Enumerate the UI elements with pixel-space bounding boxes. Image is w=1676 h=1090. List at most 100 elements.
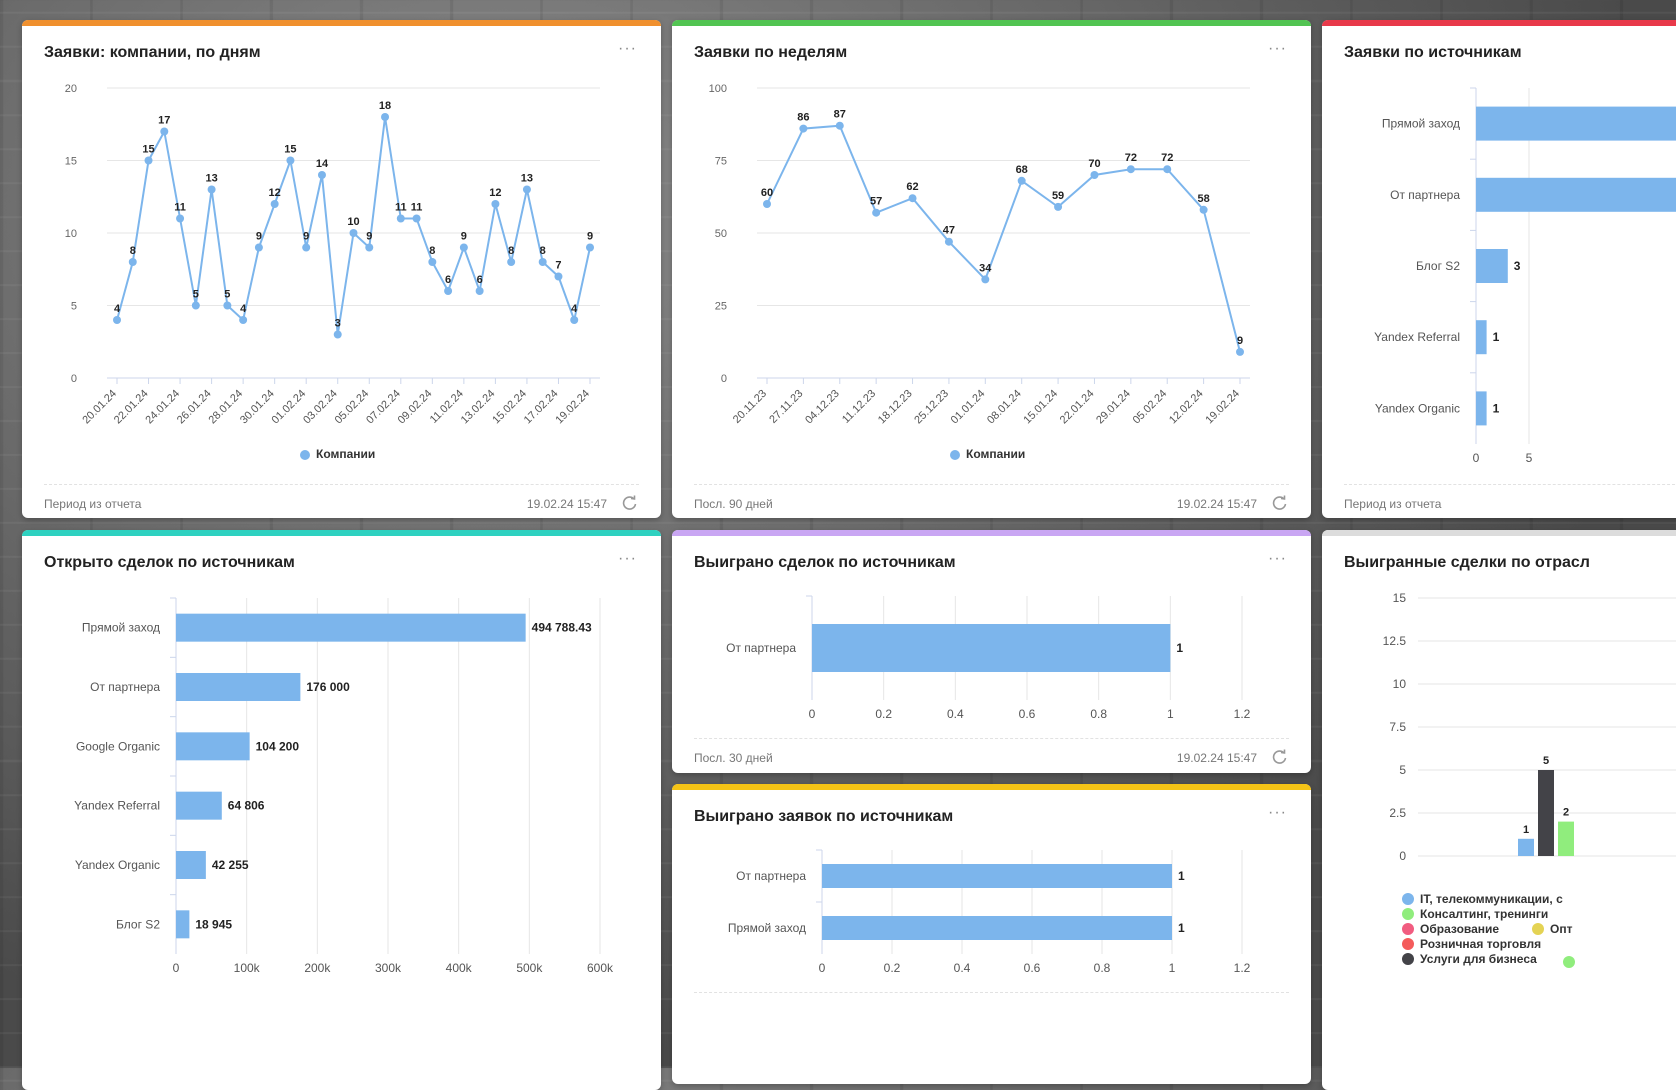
card-accent-bar (672, 530, 1311, 536)
y-tick-label: 75 (715, 156, 727, 168)
legend-label: IT, телекоммуникации, с (1420, 892, 1563, 906)
period-label: Период из отчета (44, 497, 142, 511)
bar (176, 910, 190, 939)
card-opened-deals: Открыто сделок по источникам ··· 0 100k 20… (22, 530, 661, 1090)
y-tick-label: От партнера (736, 869, 806, 883)
card-accent-bar (1322, 530, 1676, 536)
bar (1518, 838, 1534, 856)
updated-timestamp: 19.02.24 15:47 (1176, 751, 1257, 765)
y-tick-label: Yandex Referral (1374, 330, 1460, 344)
y-tick-label: 7.5 (1389, 720, 1406, 734)
chart-legend[interactable]: Компании (950, 447, 1025, 461)
data-point (160, 127, 169, 136)
data-label: 12 (269, 187, 281, 199)
data-label: 57 (870, 196, 882, 208)
data-point (176, 214, 185, 223)
legend-marker-icon (1402, 938, 1414, 950)
x-tick-label: 0 (173, 961, 180, 975)
data-label: 8 (130, 245, 136, 257)
x-tick-label: 29.01.24 (1094, 388, 1133, 427)
period-label: Посл. 30 дней (694, 751, 773, 765)
data-point (981, 275, 990, 284)
legend-marker-icon (1402, 923, 1414, 935)
x-tick-label: 15.01.24 (1021, 388, 1060, 427)
card-title: Выиграно сделок по источникам (694, 554, 956, 571)
data-label: 68 (1016, 164, 1028, 176)
legend-label: Компании (966, 447, 1026, 461)
x-tick-label: 11.12.23 (840, 388, 878, 426)
line-chart-weekly: 0 25 50 75 100 20.11.2327.11.2304.12.2311.12.… (709, 83, 1250, 427)
data-label: 1 (1178, 921, 1185, 935)
card-accent-bar (1322, 20, 1676, 26)
data-point (1054, 202, 1063, 211)
data-point (223, 301, 232, 310)
data-label: 176 000 (306, 680, 350, 694)
x-tick-label: 600k (587, 961, 614, 975)
chart-legend[interactable]: Компании (300, 447, 375, 461)
more-menu-icon[interactable]: ··· (1268, 550, 1287, 567)
legend-marker-icon (1532, 923, 1544, 935)
x-tick-label: 0.2 (875, 707, 892, 721)
data-label: 17 (158, 115, 170, 127)
x-tick-label: 5 (1526, 451, 1533, 465)
x-tick-label: 0.6 (1019, 707, 1036, 721)
x-tick-label: 01.01.24 (949, 388, 988, 427)
x-tick-label: 04.12.23 (803, 388, 842, 427)
card-won-deals-by-industry: Выигранные сделки по отрасл 0 2.5 5 7.5 10 12… (1322, 530, 1676, 1090)
refresh-icon[interactable] (1269, 747, 1289, 767)
x-tick-label: 0.4 (947, 707, 964, 721)
bar (176, 791, 222, 820)
x-tick-label: 1 (1169, 961, 1176, 975)
x-tick-label: 200k (304, 961, 331, 975)
data-point (302, 243, 311, 252)
data-label: 62 (906, 181, 918, 193)
card-footer: Посл. 30 дней 19.02.24 15:47 (694, 738, 1289, 773)
data-point (128, 258, 137, 266)
updated-timestamp: 19.02.24 15:47 (1176, 497, 1257, 511)
bar (176, 613, 526, 642)
data-label: 72 (1161, 152, 1173, 164)
more-menu-icon[interactable]: ··· (1268, 40, 1287, 57)
more-menu-icon[interactable]: ··· (618, 550, 637, 567)
card-title: Заявки по источникам (1344, 44, 1522, 61)
data-label: 59 (1052, 190, 1064, 202)
data-point (144, 156, 153, 165)
bar (1476, 106, 1676, 141)
y-tick-label: 10 (65, 228, 77, 240)
period-label: Посл. 90 дней (694, 497, 773, 511)
data-label: 3 (335, 318, 341, 330)
legend-label: Опт (1550, 922, 1573, 936)
card-accent-bar (22, 20, 661, 26)
data-label: 1 (1178, 869, 1185, 883)
card-footer: Посл. 90 дней 19.02.24 15:47 (694, 484, 1289, 518)
more-menu-icon[interactable]: ··· (618, 40, 637, 57)
x-tick-label: 25.12.23 (912, 388, 951, 427)
y-tick-label: 12.5 (1383, 634, 1407, 648)
data-point (908, 194, 917, 203)
y-tick-label: 100 (709, 83, 727, 95)
data-point (491, 200, 500, 208)
line-chart-daily: 0510152020.01.2422.01.2424.01.2426.01.24… (65, 83, 600, 426)
data-label: 12 (489, 187, 501, 199)
card-footer (694, 992, 1289, 1027)
x-tick-label: 08.01.24 (985, 388, 1024, 427)
y-tick-label: Yandex Organic (1375, 401, 1460, 415)
y-tick-label: Google Organic (76, 739, 160, 753)
data-label: 1 (1523, 824, 1529, 836)
refresh-icon[interactable] (619, 493, 639, 513)
refresh-icon[interactable] (1269, 493, 1289, 513)
legend-label: Компании (316, 447, 376, 461)
data-point (872, 208, 881, 217)
card-title: Заявки: компании, по дням (44, 44, 261, 61)
data-point (207, 185, 216, 194)
data-point (586, 243, 594, 252)
data-label: 8 (508, 245, 514, 257)
period-label: Период из отчета (1344, 497, 1442, 511)
x-tick-label: 0 (809, 707, 816, 721)
bar (822, 916, 1172, 940)
data-point (1199, 205, 1208, 214)
data-label: 8 (540, 245, 546, 257)
data-label: 11 (411, 202, 423, 214)
more-menu-icon[interactable]: ··· (1268, 804, 1287, 821)
data-point (1236, 347, 1244, 356)
